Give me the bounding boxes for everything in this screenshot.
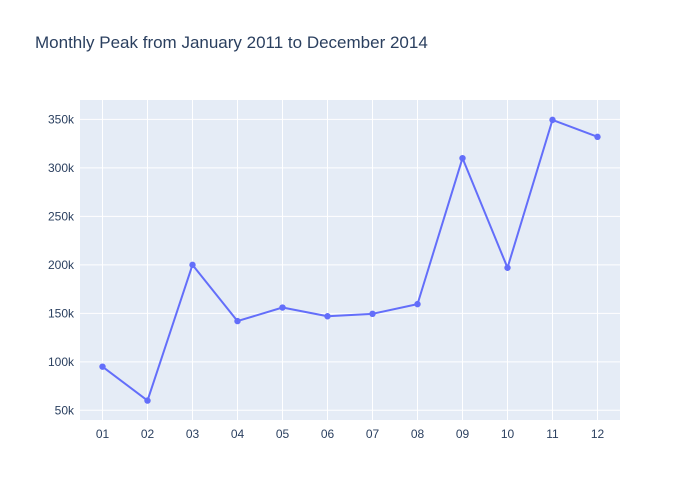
x-tick-label: 02: [141, 427, 155, 441]
x-tick-label: 07: [366, 427, 380, 441]
x-tick-label: 01: [96, 427, 110, 441]
y-tick-label: 200k: [48, 258, 75, 272]
data-point[interactable]: [549, 116, 556, 124]
data-point[interactable]: [594, 133, 601, 141]
data-point[interactable]: [144, 397, 151, 404]
y-tick-label: 300k: [48, 161, 75, 175]
grid-layer: [80, 100, 620, 420]
y-tick-label: 50k: [55, 403, 75, 417]
x-tick-label: 08: [411, 427, 425, 441]
plot-area: [80, 100, 620, 420]
data-point[interactable]: [99, 363, 106, 370]
data-point[interactable]: [279, 304, 286, 311]
x-tick-label: 11: [546, 427, 559, 441]
data-point[interactable]: [414, 300, 421, 308]
y-tick-label: 100k: [48, 355, 75, 369]
data-point[interactable]: [369, 310, 376, 318]
y-tick-label: 150k: [48, 306, 75, 320]
axis-layer: 01 02 03 04 05 06 07 08 09 10 11 12 50k 100k 150k 200k 2…: [48, 112, 605, 441]
data-point[interactable]: [189, 261, 196, 269]
x-tick-label: 09: [456, 427, 470, 441]
x-tick-label: 10: [501, 427, 515, 441]
data-point[interactable]: [504, 264, 511, 271]
y-tick-label: 250k: [48, 209, 75, 223]
series-line: [101, 118, 598, 402]
chart-title: Monthly Peak from January 2011 to Decemb…: [35, 33, 428, 52]
series-layer: [99, 116, 601, 404]
data-point[interactable]: [324, 313, 331, 320]
x-tick-label: 03: [186, 427, 200, 441]
data-point[interactable]: [234, 317, 241, 325]
x-tick-label: 06: [321, 427, 335, 441]
x-tick-label: 04: [231, 427, 245, 441]
y-tick-label: 350k: [48, 112, 75, 126]
data-point[interactable]: [459, 154, 466, 162]
x-tick-label: 12: [591, 427, 605, 441]
x-tick-label: 05: [276, 427, 290, 441]
